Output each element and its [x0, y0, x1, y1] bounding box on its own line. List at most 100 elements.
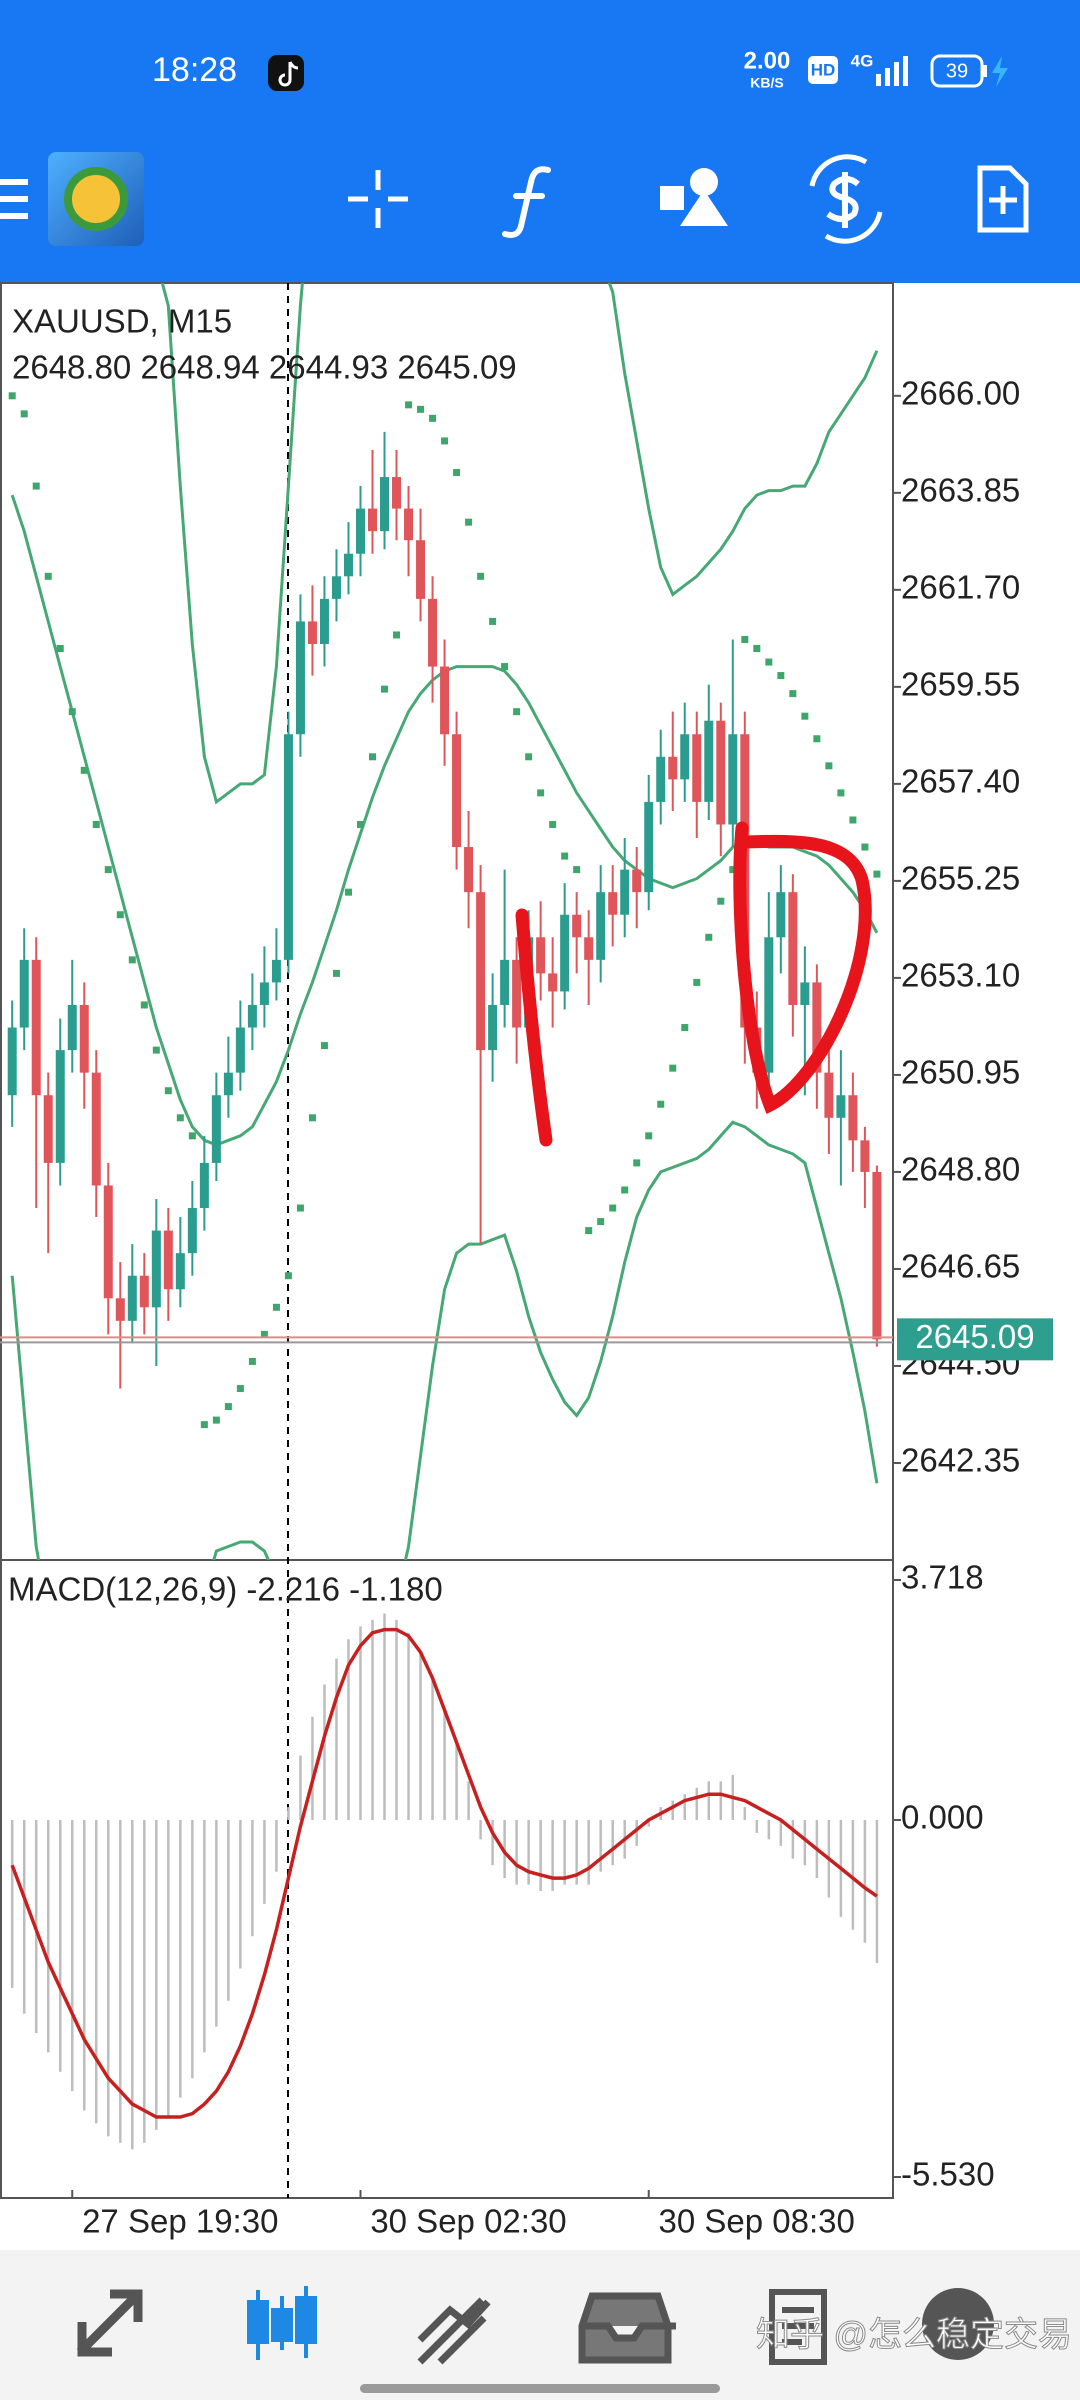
objects-button[interactable]: [660, 168, 728, 226]
sar-dot: [597, 1218, 605, 1226]
candle-body: [19, 959, 29, 1028]
y-tick-label: 2666.00: [901, 375, 1020, 412]
trade-button[interactable]: [809, 154, 883, 244]
nav-messages[interactable]: [769, 2289, 827, 2365]
candle-body: [548, 973, 558, 992]
sar-dot: [837, 789, 845, 797]
candle-body: [163, 1230, 173, 1290]
candle-body: [704, 720, 714, 802]
sar-dot: [609, 1204, 617, 1212]
candle-body: [488, 1004, 498, 1051]
y-tick-label: 2663.85: [901, 472, 1020, 509]
sar-dot: [573, 866, 581, 874]
sar-dot: [861, 843, 869, 851]
annotation-stroke: [515, 908, 553, 1147]
nav-trade[interactable]: [417, 2297, 491, 2365]
candle-body: [79, 1004, 89, 1073]
y-tick-label: 2653.10: [901, 957, 1020, 994]
candle-body: [452, 734, 462, 848]
ohlc-readout: 2648.80 2648.94 2644.93 2645.09: [12, 349, 517, 386]
sar-dot: [429, 414, 437, 422]
sar-dot: [525, 753, 533, 761]
dollar-glyph: [826, 172, 860, 228]
sar-dot: [296, 1204, 304, 1212]
x-tick-label: 27 Sep 19:30: [82, 2203, 278, 2240]
candle-body: [151, 1230, 161, 1308]
sar-dot: [501, 663, 509, 671]
sar-dot: [356, 820, 364, 828]
y-tick-label: 2648.80: [901, 1151, 1020, 1188]
sar-dot: [284, 1272, 292, 1280]
candle-body: [103, 1185, 113, 1299]
sar-dot: [489, 617, 497, 625]
sar-dot: [549, 820, 557, 828]
sar-dot: [260, 1330, 268, 1338]
candle-body: [440, 666, 450, 735]
nav-chart[interactable]: [247, 2286, 317, 2360]
indicators-button[interactable]: [502, 166, 551, 238]
chart-frame: [0, 282, 894, 2199]
current-price-label: 2645.09: [915, 1318, 1034, 1355]
sar-dot: [825, 762, 833, 770]
hd-label: HD: [811, 60, 836, 79]
current-price-badge: [897, 1318, 1053, 1361]
sar-dot: [813, 735, 821, 743]
sar-dot: [32, 482, 40, 490]
sar-dot: [441, 437, 449, 445]
candle-body: [331, 576, 341, 599]
sar-dot: [645, 1132, 653, 1140]
candle-body: [199, 1162, 209, 1209]
trade-arrows: [809, 154, 883, 244]
candle-body: [55, 1050, 65, 1163]
watermark: 知乎 @怎么稳定交易: [756, 2316, 1072, 2354]
candle-body: [355, 508, 365, 554]
candle-body: [872, 1171, 882, 1340]
bottom-nav: [0, 2250, 1080, 2400]
macd-title: MACD(12,26,9) -2.216 -1.180: [8, 1571, 443, 1608]
annotation-stroke: [733, 821, 872, 1115]
sar-dot: [753, 645, 761, 653]
candle-body: [127, 1275, 137, 1321]
candle-body: [343, 553, 353, 577]
nav-quotes[interactable]: [76, 2289, 143, 2357]
candle-body: [295, 621, 305, 735]
sar-dot: [453, 469, 461, 477]
signal-line: [10, 1627, 878, 2119]
candle-body: [788, 892, 798, 1005]
candle-body: [91, 1072, 101, 1186]
sar-dot: [248, 1357, 256, 1365]
sar-dot: [765, 658, 773, 666]
menu-button[interactable]: [0, 179, 28, 219]
candle-body: [848, 1095, 858, 1141]
new-order-button[interactable]: [977, 165, 1029, 233]
y-tick-label: 2657.40: [901, 763, 1020, 800]
candle-body: [283, 734, 293, 960]
candle-body: [824, 1072, 834, 1118]
candle-body: [416, 540, 426, 599]
candle-body: [608, 892, 618, 915]
candle-body: [800, 982, 810, 1005]
crosshair-button[interactable]: [348, 170, 408, 228]
axes: 2666.00 2663.85 2661.70 2659.55 2657.40 2655.…: [0, 375, 1053, 2240]
sar-dot: [741, 635, 749, 643]
nav-history[interactable]: [578, 2292, 676, 2364]
sar-dot: [393, 631, 401, 639]
sar-dot: [681, 1024, 689, 1032]
candle-body: [464, 847, 474, 893]
sar-dot: [585, 1227, 593, 1235]
sar-dot: [80, 766, 88, 774]
candle-body: [7, 1027, 17, 1096]
x-tick-label: 30 Sep 02:30: [370, 2203, 566, 2240]
candle-body: [31, 959, 41, 1096]
app-icon-logo: [64, 167, 128, 231]
sar-dot: [344, 888, 352, 896]
sar-dot: [381, 685, 389, 693]
candle-body: [500, 959, 510, 1005]
candle-body: [584, 937, 594, 960]
nav-settings[interactable]: [922, 2288, 994, 2360]
sar-dot: [200, 1421, 208, 1429]
sar-dot: [789, 690, 797, 698]
sar-dot: [417, 405, 425, 413]
sar-dot: [777, 672, 785, 680]
